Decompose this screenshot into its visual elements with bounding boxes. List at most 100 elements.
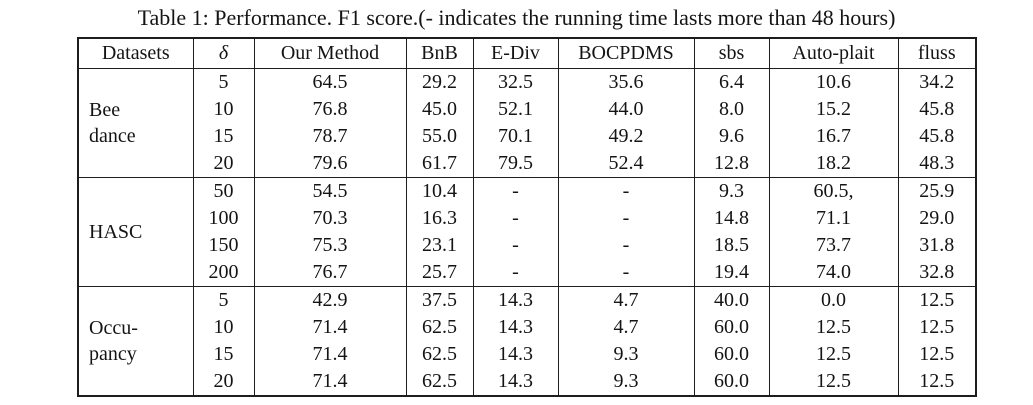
metric-value: 12.8 <box>693 150 770 178</box>
metric-value: 48.3 <box>897 150 977 178</box>
metric-value: 76.7 <box>253 259 407 287</box>
metric-value: - <box>472 205 559 232</box>
col-header-datasets: Datasets <box>77 38 194 69</box>
col-header-fluss: fluss <box>897 38 977 69</box>
delta-value: 20 <box>192 150 255 178</box>
table-row: 10 76.8 45.0 52.1 44.0 8.0 15.2 45.8 <box>78 96 977 123</box>
metric-value: 35.6 <box>557 68 695 96</box>
metric-value: 70.1 <box>472 123 559 150</box>
metric-value: 73.7 <box>768 232 899 259</box>
col-header-bocpdms: BOCPDMS <box>557 38 695 69</box>
table-row: 15 71.4 62.5 14.3 9.3 60.0 12.5 12.5 <box>78 341 977 368</box>
table-row: 150 75.3 23.1- -18.5 73.7 31.8 <box>78 232 977 259</box>
metric-value: 4.7 <box>557 314 695 341</box>
metric-value: 14.3 <box>472 286 559 314</box>
metric-value: 62.5 <box>405 341 474 368</box>
dataset-label-line: HASC <box>89 221 143 243</box>
metric-value: 12.5 <box>897 286 977 314</box>
metric-value: 78.7 <box>253 123 407 150</box>
metric-value: 25.7 <box>405 259 474 287</box>
metric-value: 29.0 <box>897 205 977 232</box>
metric-value: 75.3 <box>253 232 407 259</box>
delta-value: 15 <box>192 123 255 150</box>
delta-value: 15 <box>192 341 255 368</box>
metric-value: 71.4 <box>253 341 407 368</box>
metric-value: 61.7 <box>405 150 474 178</box>
dataset-label-line: dance <box>89 125 136 147</box>
metric-value: 54.5 <box>253 177 407 205</box>
metric-value: 45.8 <box>897 96 977 123</box>
metric-value: 70.3 <box>253 205 407 232</box>
table-row: 100 70.3 16.3- -14.8 71.1 29.0 <box>78 205 977 232</box>
delta-value: 5 <box>192 68 255 96</box>
metric-value: 62.5 <box>405 368 474 396</box>
delta-value: 10 <box>192 314 255 341</box>
metric-value: 29.2 <box>405 68 474 96</box>
metric-value: 0.0 <box>768 286 899 314</box>
col-header-e-div: E-Div <box>472 38 559 69</box>
table-row: 10 71.4 62.5 14.3 4.7 60.0 12.5 12.5 <box>78 314 977 341</box>
metric-value: 44.0 <box>557 96 695 123</box>
metric-value: 60.0 <box>693 314 770 341</box>
metric-value: 9.3 <box>557 341 695 368</box>
metric-value: 64.5 <box>253 68 407 96</box>
metric-value: 15.2 <box>768 96 899 123</box>
metric-value: 9.3 <box>693 177 770 205</box>
performance-table: Datasets δ Our Method BnB E-Div BOCPDMS … <box>77 37 977 397</box>
metric-value: - <box>557 205 695 232</box>
metric-value: - <box>472 232 559 259</box>
metric-value: 71.1 <box>768 205 899 232</box>
metric-value: 12.5 <box>897 368 977 396</box>
metric-value: 62.5 <box>405 314 474 341</box>
metric-value: 76.8 <box>253 96 407 123</box>
metric-value: 19.4 <box>693 259 770 287</box>
metric-value: 16.7 <box>768 123 899 150</box>
metric-value: 71.4 <box>253 368 407 396</box>
metric-value: 25.9 <box>897 177 977 205</box>
metric-value: 12.5 <box>897 341 977 368</box>
metric-value: - <box>557 177 695 205</box>
metric-value: 52.4 <box>557 150 695 178</box>
metric-value: 12.5 <box>768 341 899 368</box>
metric-value: 60.5, <box>768 177 899 205</box>
dataset-label-line: pancy <box>89 343 137 365</box>
metric-value: 12.5 <box>768 314 899 341</box>
metric-value: 32.8 <box>897 259 977 287</box>
metric-value: 12.5 <box>897 314 977 341</box>
metric-value: 42.9 <box>253 286 407 314</box>
metric-value: 9.6 <box>693 123 770 150</box>
dataset-label-line: Occu- <box>89 317 138 339</box>
metric-value: 32.5 <box>472 68 559 96</box>
metric-value: 6.4 <box>693 68 770 96</box>
table-row: 200 76.7 25.7- -19.4 74.0 32.8 <box>78 259 977 287</box>
metric-value: 40.0 <box>693 286 770 314</box>
metric-value: 12.5 <box>768 368 899 396</box>
metric-value: 60.0 <box>693 341 770 368</box>
table-row: HASC 50 54.5 10.4- -9.3 60.5, 25.9 <box>77 177 977 287</box>
metric-value: 31.8 <box>897 232 977 259</box>
metric-value: 55.0 <box>405 123 474 150</box>
col-header-auto-plait: Auto-plait <box>768 38 899 69</box>
metric-value: 18.2 <box>768 150 899 178</box>
col-header-our-method: Our Method <box>253 38 407 69</box>
dataset-label: Bee dance <box>77 68 194 178</box>
metric-value: 9.3 <box>557 368 695 396</box>
table-row: Occu-pancy 5 42.9 37.5 14.3 4.7 40.0 0.0 12.5 <box>77 286 977 396</box>
metric-value: 14.3 <box>472 314 559 341</box>
metric-value: 18.5 <box>693 232 770 259</box>
col-header-delta: δ <box>192 38 255 69</box>
metric-value: 14.3 <box>472 368 559 396</box>
delta-value: 5 <box>192 286 255 314</box>
table-row: 20 79.6 61.7 79.5 52.4 12.8 18.2 48.3 <box>78 150 977 178</box>
metric-value: - <box>472 177 559 205</box>
metric-value: 45.8 <box>897 123 977 150</box>
metric-value: 8.0 <box>693 96 770 123</box>
metric-value: 49.2 <box>557 123 695 150</box>
metric-value: 10.4 <box>405 177 474 205</box>
table-caption: Table 1: Performance. F1 score.(- indica… <box>137 5 896 30</box>
metric-value: 71.4 <box>253 314 407 341</box>
dataset-label: HASC <box>77 177 194 287</box>
metric-value: - <box>557 259 695 287</box>
table-row: 20 71.4 62.5 14.3 9.3 60.0 12.5 12.5 <box>78 368 977 396</box>
